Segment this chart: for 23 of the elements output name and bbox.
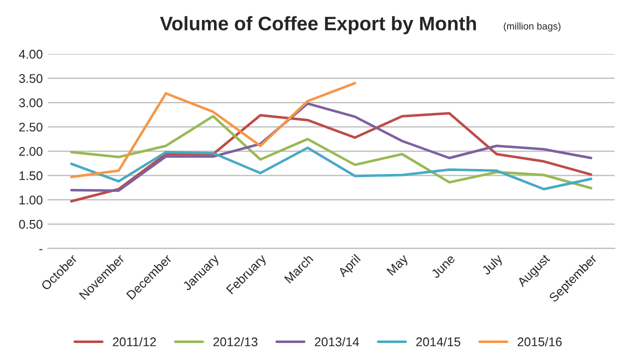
y-tick-label: - xyxy=(39,249,42,250)
y-tick-label: 2.50 xyxy=(19,122,42,132)
y-tick-label: 4.00 xyxy=(18,50,42,59)
line-series xyxy=(70,114,592,190)
legend-label: 2011/12 xyxy=(112,337,156,346)
x-tick-label: July xyxy=(481,253,505,278)
legend-label: 2012/13 xyxy=(213,337,258,346)
line-series xyxy=(70,112,592,203)
y-tick-label: 2.00 xyxy=(19,147,42,156)
y-tick-label: 3.50 xyxy=(19,74,42,83)
y-tick-label: 0.50 xyxy=(19,220,42,229)
line-series xyxy=(70,82,356,178)
legend-label: 2014/15 xyxy=(416,337,460,346)
line-series xyxy=(70,146,592,190)
legend-label: 2013/14 xyxy=(314,337,360,346)
x-tick-label: May xyxy=(386,254,410,278)
y-tick-label: 1.50 xyxy=(20,171,42,180)
y-tick-label: 1.00 xyxy=(20,196,42,204)
y-tick-label: 3.00 xyxy=(19,98,42,108)
legend-label: 2015/16 xyxy=(518,337,562,346)
chart-title: Volume of Coffee Export by Month xyxy=(160,16,476,34)
chart-subtitle: (million bags) xyxy=(504,22,560,32)
line-series xyxy=(70,102,592,192)
